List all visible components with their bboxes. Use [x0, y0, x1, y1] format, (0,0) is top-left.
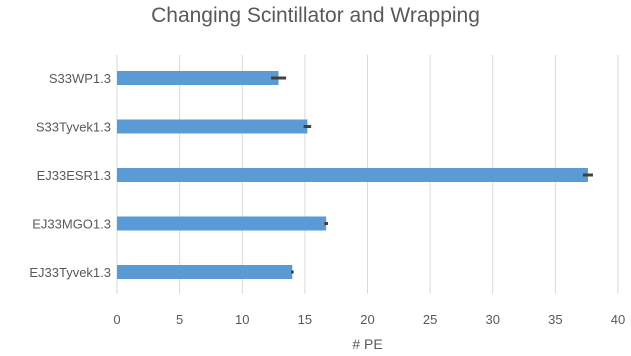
y-category-label: EJ33Tyvek1.3 [29, 265, 111, 280]
x-tick-label: 0 [113, 312, 120, 327]
bar [117, 71, 279, 85]
chart-title: Changing Scintillator and Wrapping [151, 4, 480, 27]
x-tick-label: 25 [423, 312, 437, 327]
x-tick-label: 30 [486, 312, 500, 327]
y-category-label: S33Tyvek1.3 [36, 120, 111, 135]
x-tick-label: 15 [298, 312, 312, 327]
bar [117, 168, 588, 182]
x-tick-label: 5 [176, 312, 183, 327]
y-category-label: EJ33ESR1.3 [37, 168, 111, 183]
x-axis-title: # PE [352, 336, 382, 352]
x-tick-label: 40 [611, 312, 625, 327]
x-tick-label: 20 [360, 312, 374, 327]
bar [117, 119, 308, 134]
bar [117, 216, 327, 231]
y-category-label: S33WP1.3 [49, 71, 111, 86]
x-tick-label: 10 [235, 312, 249, 327]
y-category-label: EJ33MGO1.3 [32, 217, 111, 232]
x-tick-label: 35 [548, 312, 562, 327]
bar [117, 265, 293, 279]
